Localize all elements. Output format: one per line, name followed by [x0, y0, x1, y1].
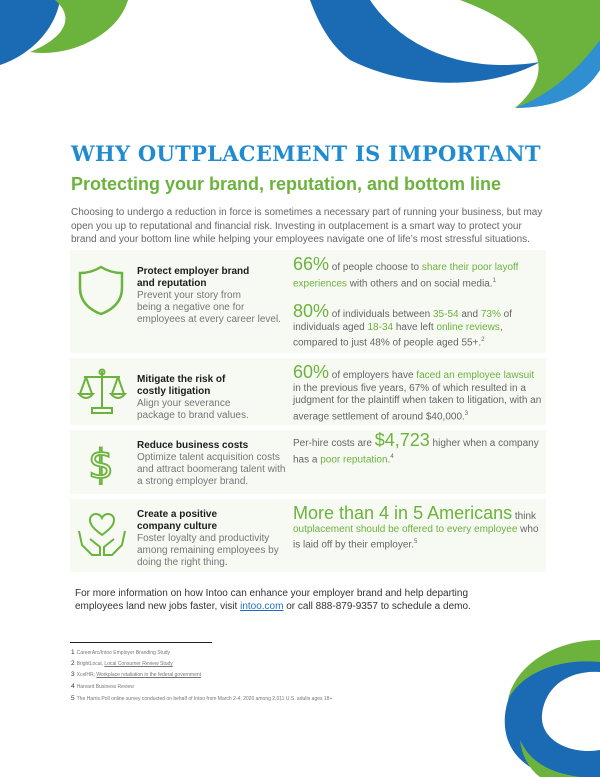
benefit-row-litigation: Mitigate the risk of costly litigation Al…	[70, 358, 546, 425]
footnote-link[interactable]: Workplace retaliation in the federal gov…	[96, 672, 202, 678]
row-description: Optimize talent acquisition costs and att…	[137, 452, 286, 487]
footnote-3: 3 XcelHR, Workplace retaliation in the fe…	[71, 671, 202, 678]
row-heading: Reduce business costs	[137, 440, 249, 451]
row-description: Foster loyalty and productivity among rem…	[137, 533, 279, 568]
page-subtitle: Protecting your brand, reputation, and b…	[71, 174, 502, 194]
stat-per-hire-cost: Per-hire costs are $4,723 higher when a …	[293, 430, 539, 465]
scales-icon	[76, 368, 128, 414]
benefit-row-costs: $ Reduce business costs Optimize talent …	[70, 430, 546, 494]
footnote-divider	[70, 642, 212, 643]
row-heading: Create a positive company culture	[137, 509, 218, 532]
intoo-website-link[interactable]: intoo.com	[240, 601, 284, 612]
page-title: WHY OUTPLACEMENT IS IMPORTANT	[71, 141, 541, 166]
stat-4-in-5-americans: More than 4 in 5 Americans think outplac…	[293, 503, 539, 551]
footnote-5: 5 The Harris Poll online survey conducted…	[71, 695, 333, 702]
top-right-ribbon-graphic	[310, 0, 600, 108]
benefit-row-culture: Create a positive company culture Foster …	[70, 499, 546, 572]
contact-call-to-action: For more information on how Intoo can en…	[75, 588, 471, 612]
stat-80-percent: 80% of individuals between 35-54 and 73%…	[293, 301, 512, 349]
stat-60-percent: 60% of employers have faced an employee …	[293, 362, 542, 422]
footnote-4: 4 Harvard Business Review	[71, 683, 134, 690]
footnote-1: 1 CareerArc/Intoo Employer Branding Study	[71, 649, 171, 656]
footnote-link[interactable]: Local Consumer Review Study	[104, 661, 173, 667]
heart-hands-icon	[78, 512, 126, 556]
dollar-icon: $	[87, 441, 114, 488]
row-heading: Protect employer brand and reputation	[137, 266, 250, 289]
row-description: Align your severance package to brand val…	[137, 398, 249, 421]
shield-icon	[78, 265, 124, 316]
row-heading: Mitigate the risk of costly litigation	[137, 374, 226, 397]
intro-paragraph: Choosing to undergo a reduction in force…	[71, 207, 543, 245]
top-left-ribbon-graphic	[0, 0, 128, 65]
stat-66-percent: 66% of people choose to share their poor…	[293, 254, 519, 289]
row-description: Prevent your story from being a negative …	[137, 290, 281, 325]
bottom-right-ribbon-graphic	[504, 640, 600, 777]
benefit-row-brand: Protect employer brand and reputation Pre…	[70, 250, 546, 353]
svg-text:$: $	[88, 442, 113, 488]
footnote-2: 2 BrightLocal, Local Consumer Review Stud…	[71, 660, 173, 667]
